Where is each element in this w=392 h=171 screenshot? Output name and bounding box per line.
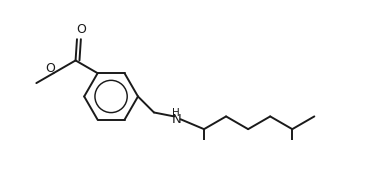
Text: O: O — [76, 23, 86, 36]
Text: O: O — [46, 62, 56, 75]
Text: N: N — [171, 113, 181, 126]
Text: H: H — [172, 108, 180, 117]
